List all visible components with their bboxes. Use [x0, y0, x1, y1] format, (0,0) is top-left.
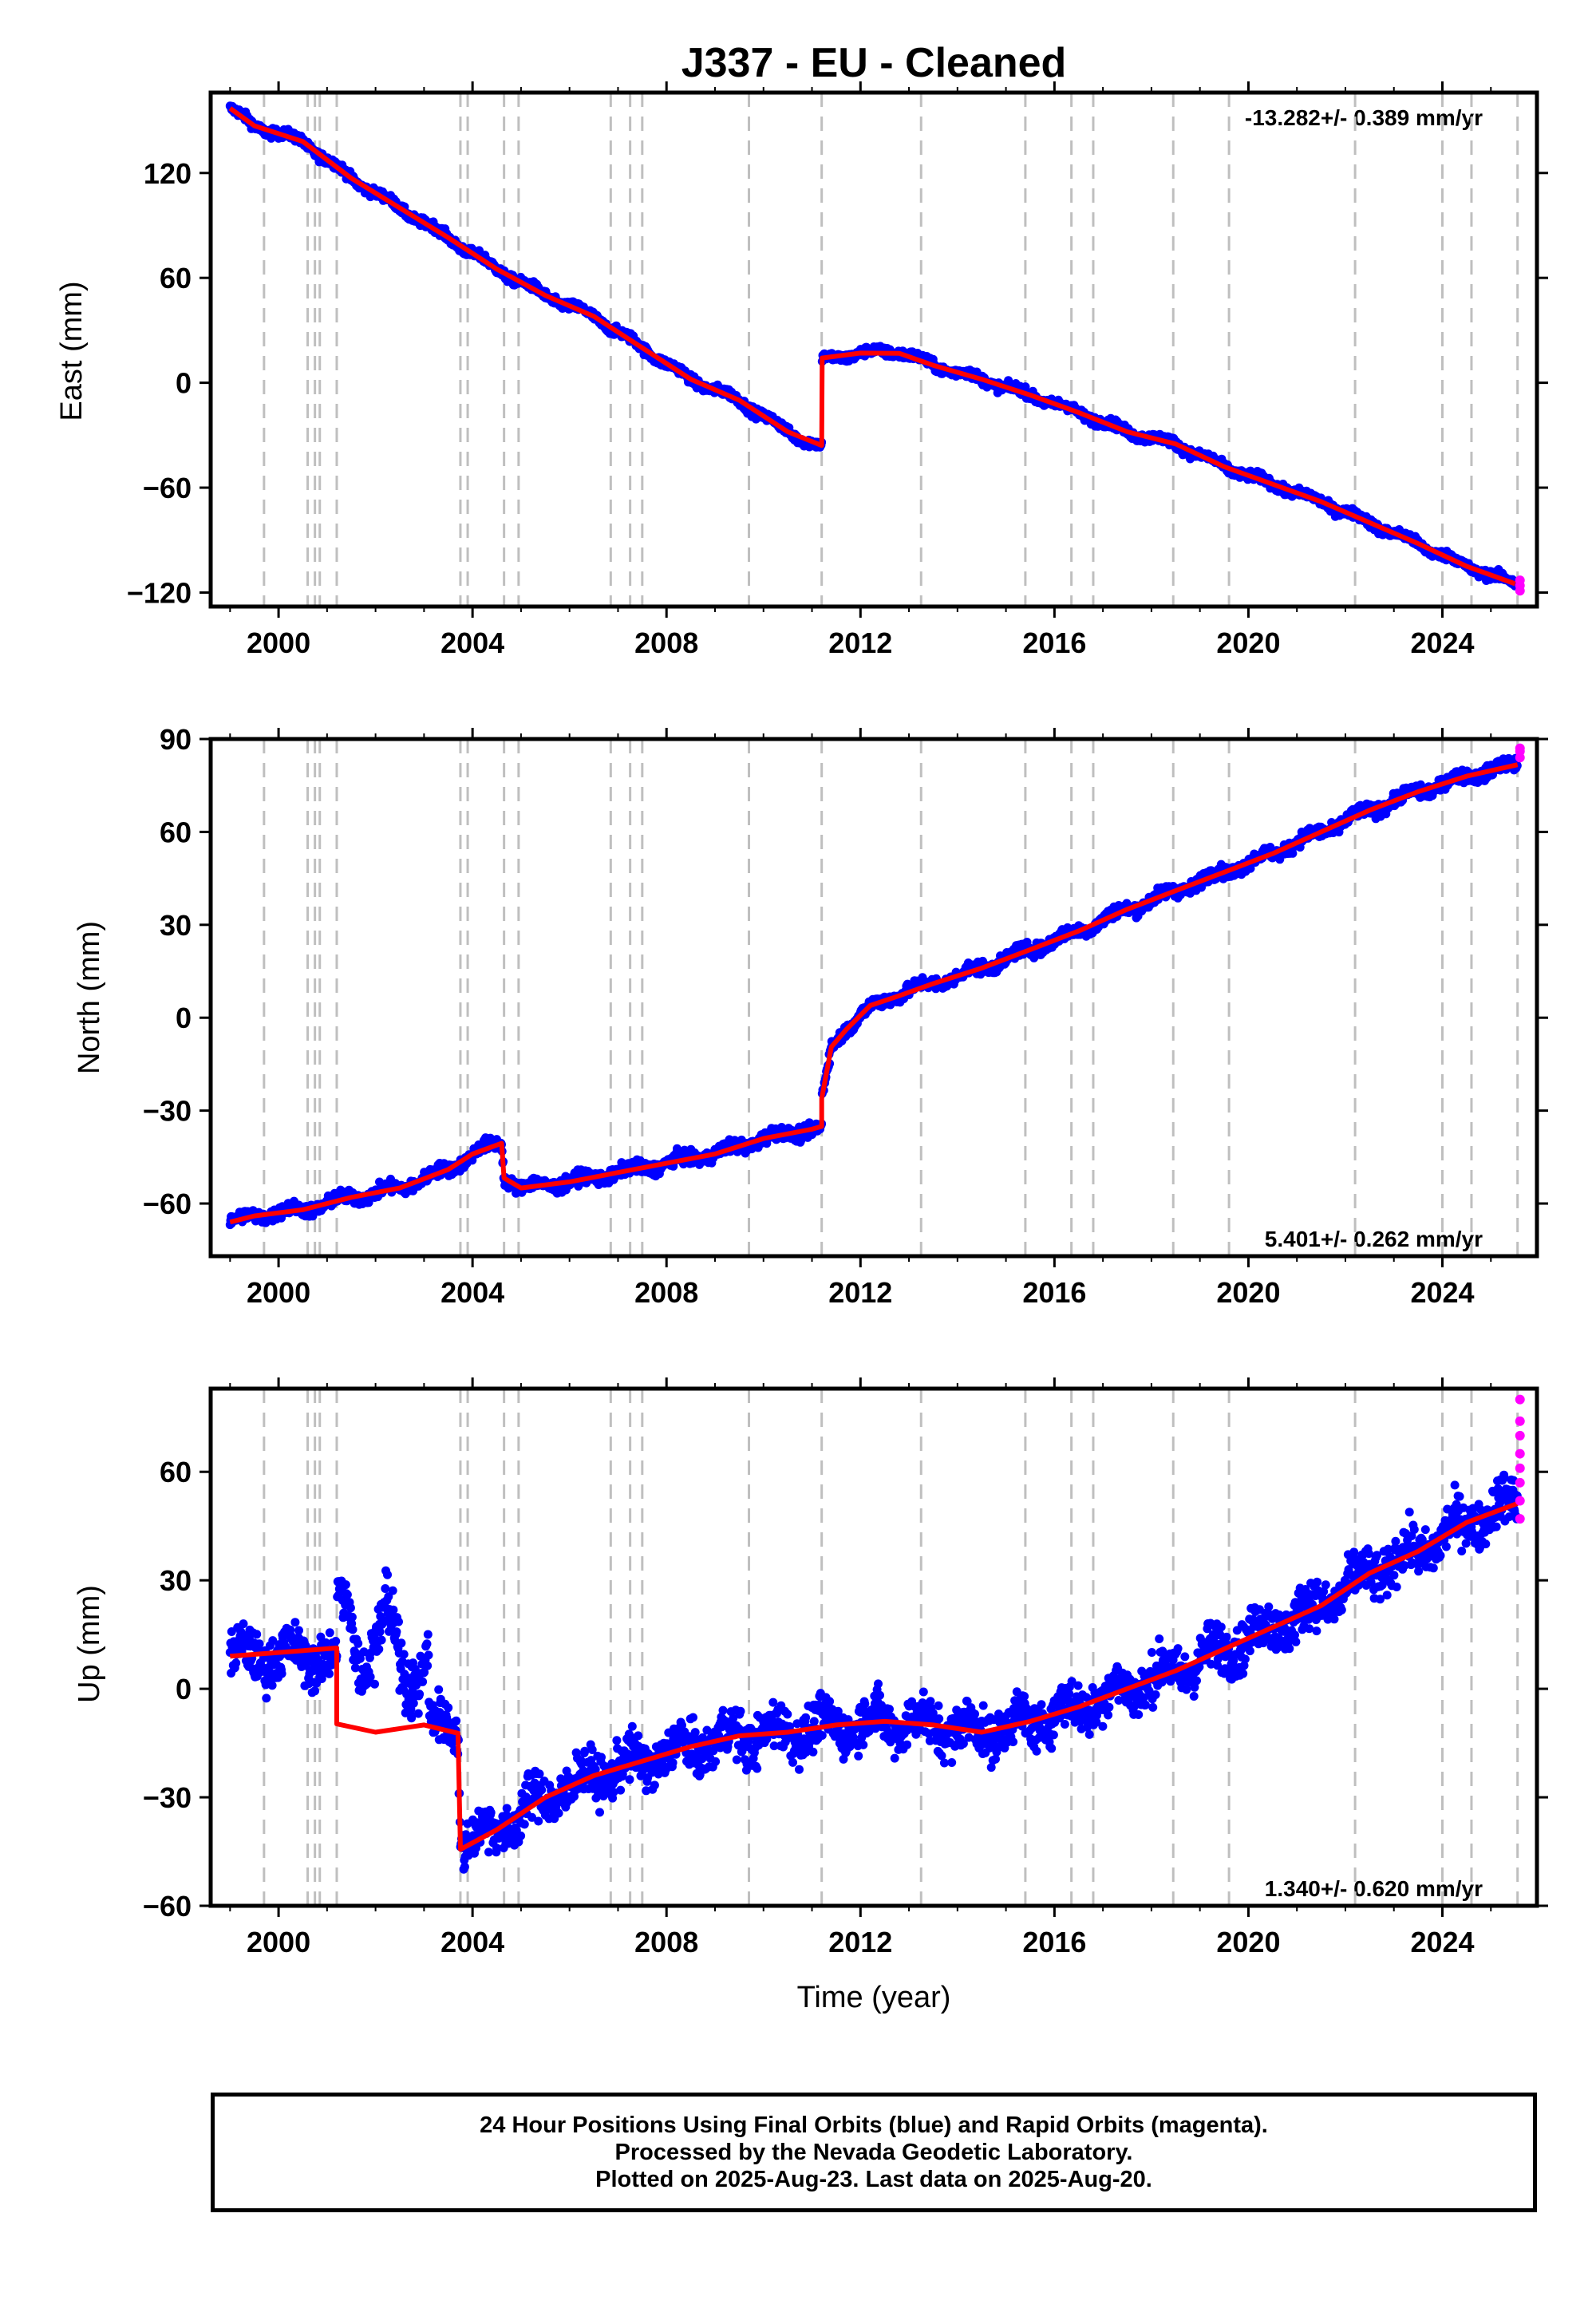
east-final-orbit-points [225, 101, 1520, 591]
north-final-orbit-points [225, 753, 1522, 1230]
east-frame [208, 90, 1539, 609]
east-ylabel: East (mm) [55, 281, 89, 421]
north-frame [208, 737, 1539, 1259]
north-rapid-point [1515, 743, 1525, 753]
east-rate-label: -13.282+/- 0.389 mm/yr [1245, 105, 1483, 130]
east-x-tick-label: 2012 [828, 626, 892, 659]
north-ylabel: North (mm) [73, 921, 106, 1074]
east-y-tick-label: −120 [127, 576, 192, 609]
east-x-tick-label: 2024 [1410, 626, 1474, 659]
east-y-tick-label: −60 [143, 472, 192, 504]
north-model-line [229, 762, 1519, 1225]
north-x-tick-label: 2012 [828, 1276, 892, 1309]
north-x-tick-label: 2008 [634, 1276, 698, 1309]
east-y-tick-label: 60 [160, 262, 192, 294]
east-y-tick-label: 120 [144, 157, 192, 190]
figure-title: J337 - EU - Cleaned [681, 40, 1067, 86]
north-rapid-orbit-points [1515, 743, 1525, 763]
east-panel: East (mm) -13.282+/- 0.389 mm/yr 2000 200… [55, 81, 1548, 659]
north-x-tick-label: 2004 [440, 1276, 504, 1309]
east-rapid-point [1515, 586, 1525, 596]
east-x-tick-label: 2004 [440, 626, 504, 659]
east-x-tick-label: 2008 [634, 626, 698, 659]
east-y-tick-label: 0 [176, 367, 192, 400]
north-panel: North (mm) 5.401+/- 0.262 mm/yr 2000 2004… [73, 723, 1548, 1309]
east-event-lines [263, 93, 1519, 607]
east-x-tick-label: 2000 [247, 626, 310, 659]
east-model-line [228, 106, 1516, 587]
east-rapid-orbit-points [1515, 575, 1525, 596]
north-data-point [1288, 848, 1298, 858]
north-rate-label: 5.401+/- 0.262 mm/yr [1265, 1227, 1483, 1251]
east-x-tick-label: 2020 [1216, 626, 1280, 659]
east-x-tick-label: 2016 [1022, 626, 1086, 659]
north-x-tick-label: 2000 [247, 1276, 310, 1309]
